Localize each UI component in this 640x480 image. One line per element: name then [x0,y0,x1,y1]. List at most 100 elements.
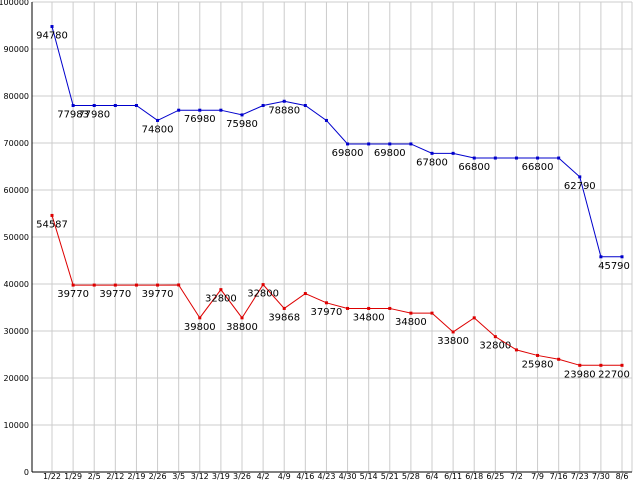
data-point [557,357,561,361]
data-point [472,156,476,160]
data-label: 69800 [374,148,406,159]
data-point [240,113,244,117]
data-point [367,142,371,146]
data-point [430,311,434,315]
data-point [156,118,160,122]
data-point [324,301,328,305]
data-label: 78880 [268,105,300,116]
x-tick-label: 5/21 [381,472,399,480]
x-tick-label: 2/5 [88,472,101,480]
x-tick-label: 3/12 [191,472,209,480]
data-point [261,103,265,107]
x-tick-label: 4/23 [317,472,335,480]
data-point [113,103,117,107]
data-label: 39770 [57,289,89,300]
y-tick-label: 80000 [4,92,29,101]
data-point [219,288,223,292]
x-tick-label: 6/4 [426,472,439,480]
y-tick-label: 50000 [4,233,29,242]
series-layer [50,25,624,367]
data-point [514,156,518,160]
data-point [346,306,350,310]
y-tick-label: 30000 [4,327,29,336]
data-label: 75980 [226,119,258,130]
x-tick-label: 6/25 [486,472,504,480]
x-axis: 1/22 1/29 2/5 2/12 2/19 2/26 3/5 3/12 3/19 3/26 4/… [32,471,632,480]
data-label: 32800 [247,289,279,300]
x-tick-label: 7/2 [510,472,523,480]
data-point [451,151,455,155]
data-point [134,103,138,107]
y-tick-label: 0 [24,468,29,477]
data-point [620,255,624,259]
data-label: 34800 [353,312,385,323]
data-label: 66800 [458,162,490,173]
data-point [177,108,181,112]
data-label: 32800 [205,294,237,305]
data-label: 32800 [479,341,511,352]
data-label: 39770 [99,289,131,300]
x-tick-label: 1/29 [64,472,82,480]
data-label: 22700 [598,369,630,380]
data-point [367,306,371,310]
x-tick-label: 4/2 [257,472,270,480]
x-tick-label: 2/12 [106,472,124,480]
data-label: 34800 [395,317,427,328]
data-point [620,363,624,367]
data-point [303,292,307,296]
y-tick-label: 100000 [0,0,29,7]
data-label: 69800 [332,148,364,159]
x-tick-label: 2/26 [149,472,167,480]
x-tick-label: 7/30 [592,472,610,480]
data-label: 67800 [416,157,448,168]
data-point [92,283,96,287]
data-point [50,25,54,29]
x-tick-label: 4/16 [296,472,314,480]
data-label: 38800 [226,322,258,333]
data-point [346,142,350,146]
data-point [113,283,117,287]
data-point [282,306,286,310]
data-label: 77983 [57,109,89,120]
x-tick-label: 6/11 [444,472,462,480]
x-tick-label: 5/28 [402,472,420,480]
x-tick-label: 7/9 [531,472,544,480]
y-tick-label: 70000 [4,139,29,148]
data-point [514,348,518,352]
data-label: 74800 [142,124,174,135]
x-tick-label: 6/18 [465,472,483,480]
data-point [50,213,54,217]
data-label: 39868 [268,312,300,323]
data-point [409,142,413,146]
data-point [557,156,561,160]
y-axis: 0 10000 20000 30000 40000 50000 60000 70000 8000… [0,0,33,477]
y-tick-label: 40000 [4,280,29,289]
x-tick-label: 3/5 [172,472,185,480]
x-tick-label: 3/19 [212,472,230,480]
x-tick-label: 1/22 [43,472,61,480]
data-point [388,306,392,310]
y-tick-label: 60000 [4,186,29,195]
grid [32,1,633,473]
data-point [71,103,75,107]
series-line-1 [51,215,622,366]
y-tick-label: 20000 [4,374,29,383]
data-label: 76980 [184,114,216,125]
data-point [472,316,476,320]
data-point [536,353,540,357]
data-label: 66800 [522,162,554,173]
data-label: 37970 [311,307,343,318]
data-point [430,151,434,155]
data-label: 25980 [522,359,554,370]
data-point [409,311,413,315]
data-point [177,283,181,287]
data-label: 54587 [36,219,68,230]
y-tick-label: 90000 [4,45,29,54]
data-point [134,283,138,287]
data-point [493,156,497,160]
data-point [71,283,75,287]
data-point [536,156,540,160]
